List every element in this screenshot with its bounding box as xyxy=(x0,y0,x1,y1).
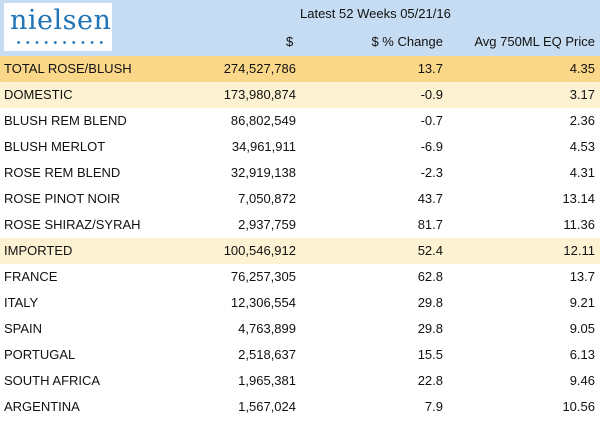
row-pct-change: 13.7 xyxy=(417,61,443,76)
column-header-dollar: $ xyxy=(286,34,294,49)
table-row: ROSE PINOT NOIR 7,050,872 43.7 13.14 xyxy=(0,186,600,212)
table-row: TOTAL ROSE/BLUSH 274,527,786 13.7 4.35 xyxy=(0,56,600,82)
row-avg-price: 12.11 xyxy=(563,243,595,258)
period-title: Latest 52 Weeks 05/21/16 xyxy=(300,6,451,21)
row-avg-price: 11.36 xyxy=(563,217,595,232)
row-label: DOMESTIC xyxy=(4,87,73,102)
row-dollar-value: 2,937,759 xyxy=(238,217,296,232)
row-pct-change: 81.7 xyxy=(417,217,443,232)
row-label: BLUSH MERLOT xyxy=(4,139,106,154)
row-pct-change: -0.7 xyxy=(420,113,443,128)
column-header-avg-price: Avg 750ML EQ Price xyxy=(474,34,595,49)
row-dollar-value: 12,306,554 xyxy=(230,295,296,310)
table-header: nielsen Latest 52 Weeks 05/21/16 $ $ % C… xyxy=(0,0,600,56)
row-label: SPAIN xyxy=(4,321,43,336)
row-dollar-value: 1,965,381 xyxy=(238,373,296,388)
row-label: ROSE PINOT NOIR xyxy=(4,191,121,206)
table-body: TOTAL ROSE/BLUSH 274,527,786 13.7 4.35 DOMES… xyxy=(0,56,600,420)
table-row: ARGENTINA 1,567,024 7.9 10.56 xyxy=(0,394,600,420)
row-avg-price: 9.05 xyxy=(569,321,595,336)
row-pct-change: 15.5 xyxy=(417,347,443,362)
table-row: DOMESTIC 173,980,874 -0.9 3.17 xyxy=(0,82,600,108)
row-dollar-value: 173,980,874 xyxy=(223,87,296,102)
row-dollar-value: 76,257,305 xyxy=(230,269,296,284)
row-avg-price: 4.35 xyxy=(569,61,595,76)
table-row: BLUSH MERLOT 34,961,911 -6.9 4.53 xyxy=(0,134,600,160)
row-dollar-value: 100,546,912 xyxy=(223,243,296,258)
row-pct-change: 22.8 xyxy=(417,373,443,388)
row-avg-price: 13.14 xyxy=(562,191,595,206)
nielsen-logo: nielsen xyxy=(4,3,112,51)
row-label: ROSE SHIRAZ/SYRAH xyxy=(4,217,141,232)
row-pct-change: 7.9 xyxy=(424,399,443,414)
row-dollar-value: 4,763,899 xyxy=(238,321,296,336)
row-label: BLUSH REM BLEND xyxy=(4,113,127,128)
table-row: IMPORTED 100,546,912 52.4 12.11 xyxy=(0,238,600,264)
row-dollar-value: 2,518,637 xyxy=(238,347,296,362)
row-label: FRANCE xyxy=(4,269,58,284)
table-row: ITALY 12,306,554 29.8 9.21 xyxy=(0,290,600,316)
table-row: FRANCE 76,257,305 62.8 13.7 xyxy=(0,264,600,290)
row-pct-change: 52.4 xyxy=(417,243,443,258)
table-row: BLUSH REM BLEND 86,802,549 -0.7 2.36 xyxy=(0,108,600,134)
row-pct-change: -0.9 xyxy=(420,87,443,102)
column-header-pct-change: $ % Change xyxy=(371,34,443,49)
row-avg-price: 2.36 xyxy=(569,113,595,128)
table-row: ROSE SHIRAZ/SYRAH 2,937,759 81.7 11.36 xyxy=(0,212,600,238)
row-label: TOTAL ROSE/BLUSH xyxy=(4,61,132,76)
row-avg-price: 9.21 xyxy=(569,295,595,310)
row-dollar-value: 1,567,024 xyxy=(238,399,296,414)
row-avg-price: 10.56 xyxy=(562,399,595,414)
table-row: SOUTH AFRICA 1,965,381 22.8 9.46 xyxy=(0,368,600,394)
row-avg-price: 3.17 xyxy=(569,87,595,102)
table-row: SPAIN 4,763,899 29.8 9.05 xyxy=(0,316,600,342)
row-label: PORTUGAL xyxy=(4,347,76,362)
row-label: ARGENTINA xyxy=(4,399,80,414)
logo-dot-row xyxy=(14,41,106,44)
row-dollar-value: 34,961,911 xyxy=(231,139,296,154)
row-dollar-value: 274,527,786 xyxy=(223,61,296,76)
row-dollar-value: 7,050,872 xyxy=(238,191,296,206)
row-pct-change: 29.8 xyxy=(417,295,443,310)
row-label: ROSE REM BLEND xyxy=(4,165,121,180)
row-dollar-value: 32,919,138 xyxy=(230,165,296,180)
row-avg-price: 4.53 xyxy=(569,139,595,154)
row-dollar-value: 86,802,549 xyxy=(230,113,296,128)
table-row: ROSE REM BLEND 32,919,138 -2.3 4.31 xyxy=(0,160,600,186)
row-avg-price: 9.46 xyxy=(569,373,595,388)
row-pct-change: 43.7 xyxy=(417,191,443,206)
row-label: ITALY xyxy=(4,295,39,310)
row-pct-change: 29.8 xyxy=(417,321,443,336)
row-pct-change: -2.3 xyxy=(420,165,443,180)
row-label: SOUTH AFRICA xyxy=(4,373,101,388)
row-pct-change: 62.8 xyxy=(417,269,443,284)
logo-wordmark: nielsen xyxy=(10,5,112,36)
row-avg-price: 6.13 xyxy=(569,347,595,362)
row-label: IMPORTED xyxy=(4,243,73,258)
row-avg-price: 4.31 xyxy=(569,165,595,180)
row-pct-change: -6.9 xyxy=(420,139,443,154)
row-avg-price: 13.7 xyxy=(569,269,595,284)
table-row: PORTUGAL 2,518,637 15.5 6.13 xyxy=(0,342,600,368)
